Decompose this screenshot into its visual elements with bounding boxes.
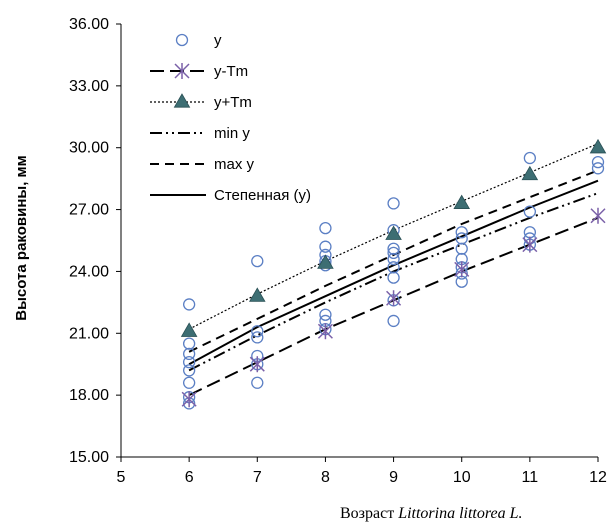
y-tick-label: 21.00 [69,325,109,342]
x-axis-label-species: Littorina littorea L. [397,505,522,522]
data-point-y [387,252,400,266]
x-axis-label: Возраст Littorina littorea L. [340,505,523,522]
data-point-y-minus-tm [590,207,606,224]
data-point-y [182,347,196,361]
data-point-y [319,221,332,235]
legend-label: Степенная (y) [214,187,311,204]
axes [120,24,598,458]
data-point-y [387,242,400,255]
data-point-y-plus-tm [521,165,539,181]
legend-item: y+Tm [150,93,252,111]
x-tick-label: 5 [117,469,126,486]
data-point-y [319,240,332,253]
y-axis-label: Высота раковины, мм [13,155,30,320]
y-tick-labels: 15.00 18.00 21.00 24.00 27.00 30.00 33.00 36.00 [69,16,121,466]
data-point-y-minus-tm [522,236,538,253]
y-tick-label: 24.00 [69,263,109,280]
legend-label: min y [214,125,250,142]
x-tick-label: 11 [522,469,539,486]
legend: y y-Tm y+Tm min y max y Степенная (y) [150,32,311,204]
data-point-y-plus-tm [589,138,607,154]
data-point-y [387,271,400,284]
data-point-y-minus-tm [454,261,470,278]
data-point-y [455,242,468,255]
data-point-y [251,325,264,338]
data-point-y [387,246,400,260]
legend-item: max y [150,156,255,173]
data-point-y [182,364,196,377]
data-markers [180,138,607,410]
legend-item: Степенная (y) [150,187,311,204]
y-tick-label: 18.00 [69,387,109,404]
x-tick-label: 12 [589,469,607,486]
x-tick-label: 9 [389,469,398,486]
legend-marker [175,33,189,47]
data-point-y [523,205,537,218]
data-point-y [182,337,196,350]
data-point-y [251,254,264,268]
x-tick-label: 8 [321,469,330,486]
data-point-y-plus-tm [385,225,402,240]
data-point-y [182,376,196,389]
data-point-y [523,226,537,239]
data-point-y [319,308,332,321]
legend-item: y-Tm [150,63,248,80]
data-point-y-plus-tm [248,287,266,302]
x-tick-label: 10 [453,469,471,486]
data-point-y-plus-tm [453,194,471,209]
data-point-y-minus-tm [249,356,265,373]
y-tick-label: 36.00 [69,16,109,33]
data-point-y [455,232,468,245]
y-tick-label: 15.00 [69,449,109,466]
data-point-y [182,356,196,369]
data-point-y-minus-tm [317,323,333,340]
x-tick-label: 7 [253,469,262,486]
legend-item: min y [150,125,250,142]
y-tick-label: 27.00 [69,202,109,219]
y-tick-label: 33.00 [69,78,109,95]
trend-line [188,216,599,397]
data-point-y [455,275,468,288]
data-point-y [523,151,537,165]
data-point-y [387,197,400,210]
x-tick-label: 6 [185,469,194,486]
trend-line [188,169,599,353]
legend-label: y-Tm [214,63,248,80]
legend-marker [173,93,191,108]
data-point-y [591,155,605,169]
x-axis-label-prefix: Возраст [340,505,398,522]
y-tick-label: 30.00 [69,140,109,157]
data-point-y-minus-tm [386,290,402,307]
data-point-y [455,226,468,239]
data-point-y-minus-tm [181,391,197,408]
legend-marker [174,63,190,79]
legend-item: y [175,32,222,49]
data-point-y [591,162,605,175]
legend-label: y [214,32,222,49]
data-point-y [387,261,400,274]
data-point-y-plus-tm [317,254,334,269]
legend-label: max y [214,156,255,173]
data-point-y [387,314,400,328]
legend-label: y+Tm [214,94,252,111]
trend-line [188,192,599,372]
data-point-y-plus-tm [180,322,198,337]
data-point-y [251,376,264,389]
data-point-y [182,298,196,311]
x-tick-labels: 5 6 7 8 9 10 11 12 [117,457,607,486]
data-point-y [251,331,264,344]
